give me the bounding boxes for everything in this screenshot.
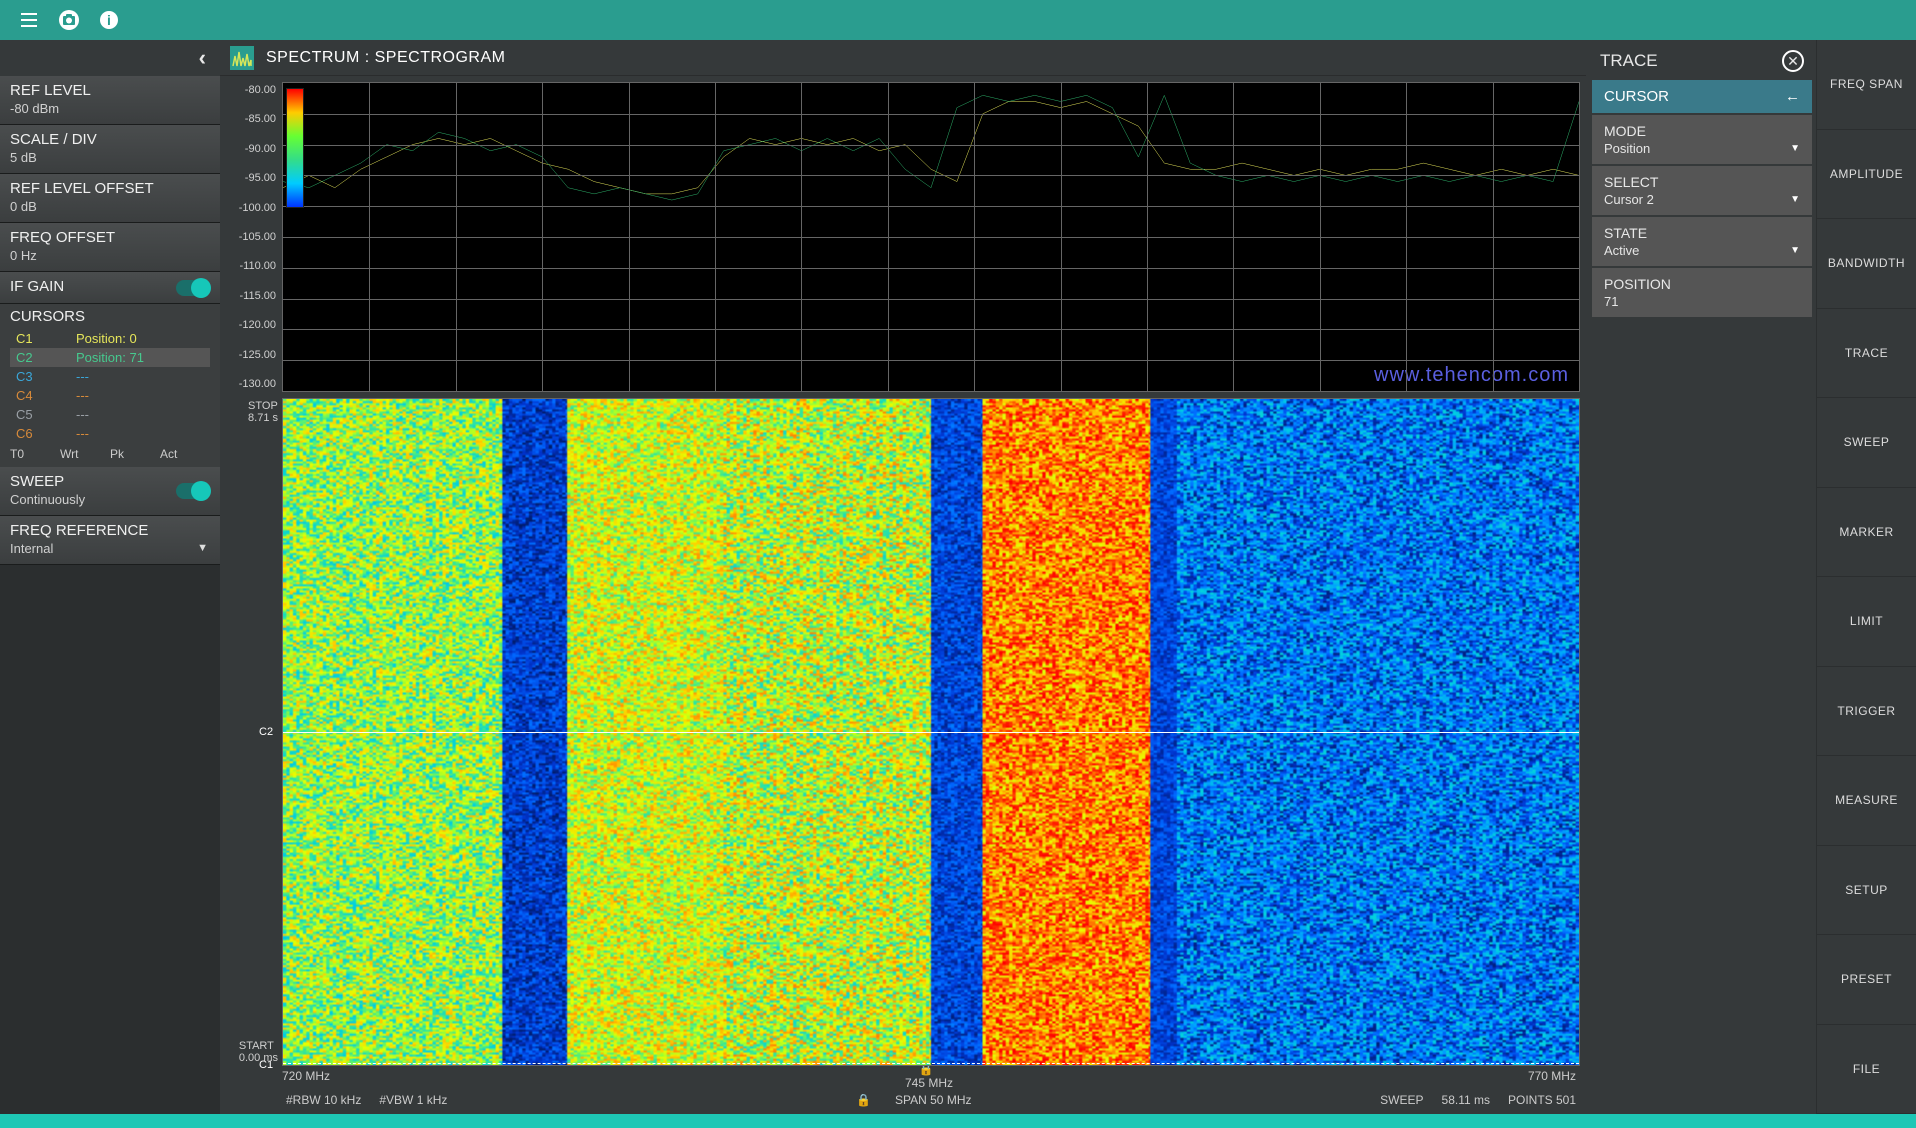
cursor-row[interactable]: C1Position: 0 xyxy=(10,329,210,348)
scale-div-label: SCALE / DIV xyxy=(10,131,210,148)
dropdown-icon: ▼ xyxy=(1790,245,1800,256)
menu-trace[interactable]: TRACE xyxy=(1817,309,1916,399)
if-gain-panel[interactable]: IF GAIN xyxy=(0,272,220,304)
position-setting[interactable]: POSITION 71 xyxy=(1592,268,1812,317)
spectrogram[interactable]: STOP 8.71 s START 0.00 ms C2C1 xyxy=(226,392,1580,1066)
footer-strip xyxy=(0,1114,1916,1128)
select-value: Cursor 2 xyxy=(1604,192,1800,207)
freq-ref-panel[interactable]: FREQ REFERENCE Internal ▼ xyxy=(0,516,220,565)
cursor-header-label: CURSOR xyxy=(1604,88,1669,105)
menu-measure[interactable]: MEASURE xyxy=(1817,756,1916,846)
ref-offset-value: 0 dB xyxy=(10,199,210,214)
center-header: SPECTRUM : SPECTROGRAM xyxy=(220,40,1586,76)
lock-icon: 🔒 xyxy=(856,1093,871,1107)
view-title: SPECTRUM : SPECTROGRAM xyxy=(266,49,505,67)
menu-icon[interactable] xyxy=(18,9,40,31)
scale-div-panel[interactable]: SCALE / DIV 5 dB xyxy=(0,125,220,174)
info-icon[interactable]: i xyxy=(98,9,120,31)
stop-value: 8.71 s xyxy=(248,412,278,424)
cursor-list: CURSORS C1Position: 0C2Position: 71C3---… xyxy=(0,304,220,467)
svg-text:i: i xyxy=(107,12,111,28)
if-gain-toggle[interactable] xyxy=(176,280,210,296)
ref-level-panel[interactable]: REF LEVEL -80 dBm xyxy=(0,76,220,125)
menu-freq-span[interactable]: FREQ SPAN xyxy=(1817,40,1916,130)
freq-ref-value: Internal xyxy=(10,541,210,556)
state-setting[interactable]: STATE Active ▼ xyxy=(1592,217,1812,266)
select-label: SELECT xyxy=(1604,174,1800,190)
trace-panel: TRACE ✕ CURSOR ← MODE Position ▼ SELECT … xyxy=(1586,40,1816,1114)
cursor-row[interactable]: C4--- xyxy=(10,386,210,405)
left-sidebar: ‹ REF LEVEL -80 dBm SCALE / DIV 5 dB REF… xyxy=(0,40,220,1114)
scale-div-value: 5 dB xyxy=(10,150,210,165)
sweep-panel[interactable]: SWEEP Continuously xyxy=(0,467,220,516)
menu-sweep[interactable]: SWEEP xyxy=(1817,398,1916,488)
dropdown-icon: ▼ xyxy=(197,542,208,554)
y-axis: -80.00-85.00-90.00-95.00-100.00-105.00-1… xyxy=(226,82,282,392)
menu-marker[interactable]: MARKER xyxy=(1817,488,1916,578)
span-label: SPAN 50 MHz xyxy=(895,1093,971,1107)
menu-amplitude[interactable]: AMPLITUDE xyxy=(1817,130,1916,220)
freq-right: 770 MHz xyxy=(1145,1069,1580,1083)
sweep-toggle[interactable] xyxy=(176,483,210,499)
position-label: POSITION xyxy=(1604,276,1800,292)
cursor-header[interactable]: CURSOR ← xyxy=(1592,80,1812,113)
watermark: www.tehencom.com xyxy=(1374,364,1569,387)
rbw-label: #RBW 10 kHz xyxy=(286,1093,361,1107)
trace-title: TRACE xyxy=(1600,51,1658,71)
mode-label: MODE xyxy=(1604,123,1800,139)
back-arrow-icon: ← xyxy=(1785,88,1800,105)
sweep-label: SWEEP xyxy=(1380,1093,1423,1107)
freq-offset-label: FREQ OFFSET xyxy=(10,229,210,246)
dropdown-icon: ▼ xyxy=(1790,143,1800,154)
start-label: START xyxy=(239,1040,278,1052)
state-label: STATE xyxy=(1604,225,1800,241)
cursor-row[interactable]: C3--- xyxy=(10,367,210,386)
ref-offset-label: REF LEVEL OFFSET xyxy=(10,180,210,197)
menu-preset[interactable]: PRESET xyxy=(1817,935,1916,1025)
stop-label: STOP xyxy=(248,400,278,412)
cursor-row[interactable]: C6--- xyxy=(10,424,210,443)
ref-offset-panel[interactable]: REF LEVEL OFFSET 0 dB xyxy=(0,174,220,223)
freq-axis: 720 MHz 🔒745 MHz 770 MHz xyxy=(226,1066,1580,1086)
ref-level-value: -80 dBm xyxy=(10,101,210,116)
ref-level-label: REF LEVEL xyxy=(10,82,210,99)
camera-icon[interactable] xyxy=(58,9,80,31)
sweep-val: 58.11 ms xyxy=(1442,1093,1490,1107)
freq-left: 720 MHz xyxy=(282,1069,713,1083)
mode-value: Position xyxy=(1604,141,1800,156)
spectrum-icon xyxy=(230,46,254,70)
vbw-label: #VBW 1 kHz xyxy=(379,1093,447,1107)
menu-trigger[interactable]: TRIGGER xyxy=(1817,667,1916,757)
right-menu: FREQ SPANAMPLITUDEBANDWIDTHTRACESWEEPMAR… xyxy=(1816,40,1916,1114)
select-setting[interactable]: SELECT Cursor 2 ▼ xyxy=(1592,166,1812,215)
freq-offset-panel[interactable]: FREQ OFFSET 0 Hz xyxy=(0,223,220,272)
back-icon[interactable]: ‹ xyxy=(199,45,206,71)
dropdown-icon: ▼ xyxy=(1790,194,1800,205)
status-bar: #RBW 10 kHz #VBW 1 kHz 🔒 SPAN 50 MHz SWE… xyxy=(226,1086,1580,1114)
mode-setting[interactable]: MODE Position ▼ xyxy=(1592,115,1812,164)
points-label: POINTS 501 xyxy=(1508,1093,1576,1107)
menu-file[interactable]: FILE xyxy=(1817,1025,1916,1115)
state-value: Active xyxy=(1604,243,1800,258)
cursor-row[interactable]: C2Position: 71 xyxy=(10,348,210,367)
cursor-row[interactable]: C5--- xyxy=(10,405,210,424)
menu-bandwidth[interactable]: BANDWIDTH xyxy=(1817,219,1916,309)
cursors-header: CURSORS xyxy=(10,308,210,325)
spectrum-chart[interactable]: -80.00-85.00-90.00-95.00-100.00-105.00-1… xyxy=(226,82,1580,392)
freq-offset-value: 0 Hz xyxy=(10,248,210,263)
menu-limit[interactable]: LIMIT xyxy=(1817,577,1916,667)
close-icon[interactable]: ✕ xyxy=(1782,50,1804,72)
menu-setup[interactable]: SETUP xyxy=(1817,846,1916,936)
position-value: 71 xyxy=(1604,294,1800,309)
freq-ref-label: FREQ REFERENCE xyxy=(10,522,210,539)
